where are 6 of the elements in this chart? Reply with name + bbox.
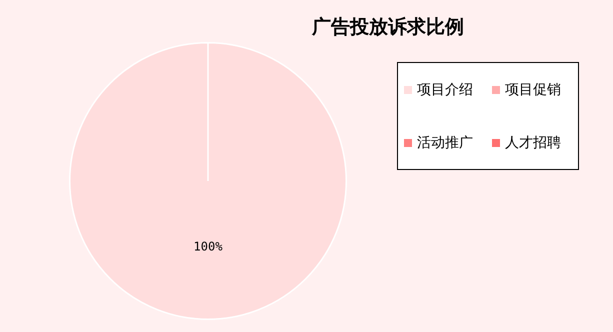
legend-label: 项目介绍: [417, 80, 473, 98]
legend-label: 项目促销: [505, 80, 561, 98]
legend-label: 活动推广: [417, 134, 473, 152]
data-label: 100%: [194, 239, 224, 254]
legend-label: 人才招聘: [505, 134, 561, 152]
chart-title: 广告投放诉求比例: [310, 15, 465, 40]
